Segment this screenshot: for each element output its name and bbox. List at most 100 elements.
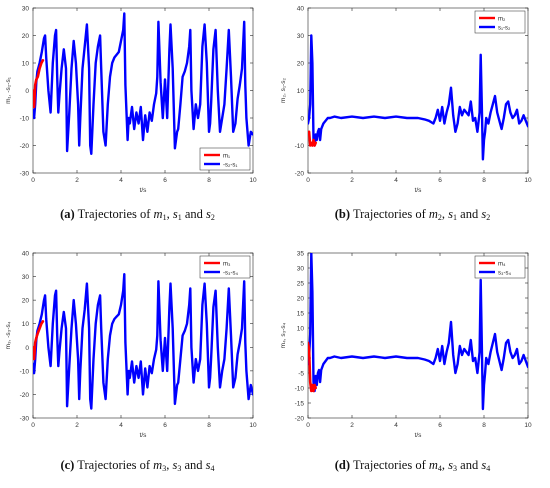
caption-sub: 1	[453, 213, 458, 222]
x-tick-label: 10	[249, 422, 257, 429]
caption-var: s	[448, 207, 454, 221]
caption-sub: 3	[162, 464, 167, 473]
y-tick-label: 30	[22, 6, 30, 13]
y-tick-label: 15	[297, 311, 305, 318]
plot-area	[307, 7, 529, 174]
x-tick-label: 6	[438, 177, 442, 184]
y-tick-label: -30	[20, 171, 30, 178]
y-tick-label: -10	[295, 143, 305, 150]
chart-a: -30 -20 -10 0 10 20 30 0 2 4 6 8 10 t/s m₁, -s₂-s₁ m₁ -s…	[5, 6, 257, 195]
caption-sub: 4	[486, 464, 491, 473]
x-tick-label: 8	[482, 422, 486, 429]
y-tick-label: 40	[297, 6, 305, 13]
y-axis-label: m₃, -s₃-s₄	[5, 321, 12, 349]
y-tick-label: 20	[22, 298, 30, 305]
series-line-s	[33, 273, 253, 410]
y-axis-label: m₁, -s₂-s₁	[5, 76, 12, 104]
caption-sep: and	[457, 207, 482, 221]
chart-c: -30 -20 -10 0 10 20 30 40 0 2 4 6 8 10 t/s m₃, -s₃-s₄ m₃…	[5, 251, 257, 440]
y-tick-label: 35	[297, 251, 305, 258]
legend: m₁ -s₂-s₁	[199, 147, 251, 171]
y-tick-label: 30	[297, 266, 305, 273]
y-tick-label: -10	[295, 386, 305, 393]
caption-sep: ,	[166, 207, 173, 221]
caption-letter: (c)	[60, 458, 75, 472]
caption-d: (d) Trajectories of m4, s3 and s4	[275, 458, 550, 473]
y-tick-label: 25	[297, 281, 305, 288]
y-axis-label: m₂, s₁-s₂	[280, 78, 287, 103]
y-tick-label: 10	[297, 88, 305, 95]
x-tick-label: 0	[31, 422, 35, 429]
x-axis-label: t/s	[415, 187, 423, 194]
plot-area	[307, 252, 529, 419]
x-tick-label: 4	[119, 422, 123, 429]
caption-sub: 2	[210, 213, 215, 222]
caption-letter: (d)	[334, 458, 351, 472]
x-tick-label: 4	[394, 177, 398, 184]
legend-label: -s₂-s₁	[223, 162, 237, 168]
panel-a: -30 -20 -10 0 10 20 30 0 2 4 6 8 10 t/s m₁, -s₂-s₁ m₁ -s…	[0, 0, 275, 240]
x-tick-label: 4	[119, 177, 123, 184]
caption-b: (b) Trajectories of m2, s1 and s2	[275, 207, 550, 222]
chart-d: -20 -15 -10 -5 0 5 10 15 20 25 30 35 0 2 4 6 8 10 t/s m₄, s…	[280, 251, 532, 440]
y-tick-label: 0	[25, 88, 29, 95]
x-tick-label: 0	[306, 177, 310, 184]
caption-var: s	[481, 207, 487, 221]
x-axis-label: t/s	[415, 432, 423, 439]
panel-d: -20 -15 -10 -5 0 5 10 15 20 25 30 35 0 2 4 6 8 10 t/s m₄, s…	[275, 245, 550, 488]
caption-var: s	[448, 458, 454, 472]
chart-b: -20 -10 0 10 20 30 40 0 2 4 6 8 10 t/s m₂, s₁-s₂ m₂ s₁-s…	[280, 6, 532, 195]
y-tick-label: 20	[22, 33, 30, 40]
x-tick-label: 8	[207, 177, 211, 184]
caption-var: m	[428, 458, 438, 472]
series-line-s	[308, 253, 528, 411]
x-axis-label: t/s	[140, 432, 148, 439]
caption-var: m	[428, 207, 438, 221]
x-tick-label: 2	[350, 177, 354, 184]
caption-sub: 3	[177, 464, 182, 473]
series-line-m	[308, 341, 318, 393]
legend: m₂ s₁-s₂	[474, 10, 526, 34]
y-tick-label: 0	[300, 356, 304, 363]
caption-sub: 1	[162, 213, 167, 222]
caption-var: s	[172, 458, 178, 472]
caption-sep: ,	[441, 207, 449, 221]
caption-text: Trajectories of	[352, 207, 429, 221]
panel-c: -30 -20 -10 0 10 20 30 40 0 2 4 6 8 10 t/s m₃, -s₃-s₄ m₃…	[0, 245, 275, 488]
x-tick-label: 6	[163, 177, 167, 184]
y-tick-label: -20	[20, 392, 30, 399]
caption-text: Trajectories of	[77, 458, 154, 472]
caption-var: s	[481, 458, 487, 472]
caption-sep: and	[181, 458, 206, 472]
x-tick-label: 2	[350, 422, 354, 429]
y-tick-label: -20	[20, 143, 30, 150]
series-line-m	[33, 58, 45, 109]
caption-sep: and	[457, 458, 482, 472]
caption-sub: 1	[177, 213, 182, 222]
caption-var: s	[206, 207, 211, 221]
y-tick-label: -20	[295, 171, 305, 178]
panel-b: -20 -10 0 10 20 30 40 0 2 4 6 8 10 t/s m₂, s₁-s₂ m₂ s₁-s…	[275, 0, 550, 240]
caption-var: s	[205, 458, 211, 472]
x-axis-label: t/s	[140, 187, 148, 194]
x-tick-label: 10	[249, 177, 257, 184]
caption-sub: 4	[437, 464, 442, 473]
y-tick-label: -10	[20, 368, 30, 375]
y-tick-label: 10	[297, 326, 305, 333]
legend-label: m₁	[223, 153, 230, 159]
caption-sep: ,	[441, 458, 449, 472]
x-tick-label: 4	[394, 422, 398, 429]
legend-label: m₄	[498, 261, 506, 267]
caption-var: m	[153, 458, 163, 472]
caption-letter: (a)	[60, 207, 75, 221]
caption-sub: 4	[210, 464, 215, 473]
y-tick-label: 20	[297, 296, 305, 303]
y-tick-label: -20	[295, 416, 305, 423]
caption-sub: 3	[453, 464, 458, 473]
y-tick-label: -10	[20, 116, 30, 123]
x-tick-label: 0	[306, 422, 310, 429]
y-axis-label: m₄, s₃-s₄	[280, 322, 287, 348]
caption-letter: (b)	[334, 207, 351, 221]
caption-sub: 2	[486, 213, 491, 222]
series-line-m	[33, 320, 45, 361]
